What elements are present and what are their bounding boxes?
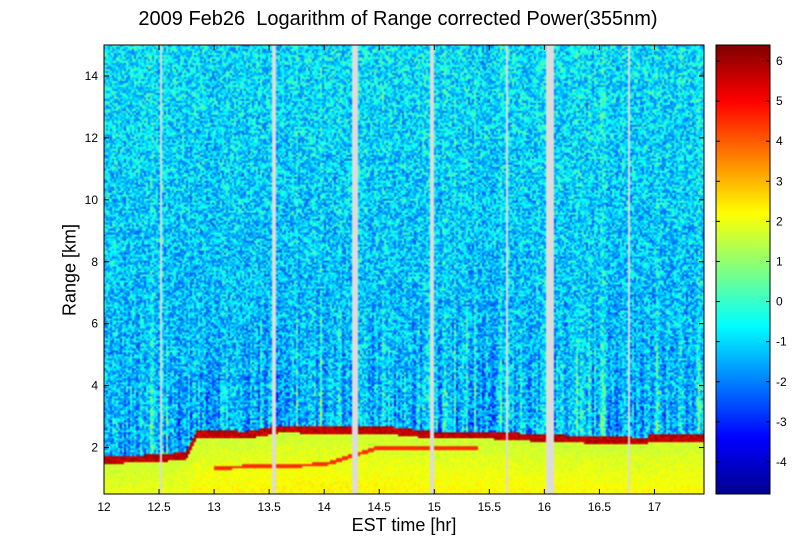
plot-frame [103,44,705,495]
y-tick-label: 2 [91,441,98,455]
y-tick-label: 10 [85,193,99,207]
x-tick-label: 14.5 [368,500,392,514]
colorbar: -4 -3 -2 -1 0 1 2 3 4 5 6 [715,44,787,495]
colorbar-tick-label: 4 [776,134,783,148]
colorbar-tick-label: -2 [776,375,787,389]
colorbar-tick-label: 0 [776,295,783,309]
chart-title: 2009 Feb26 Logarithm of Range corrected … [138,8,658,30]
colorbar-tick-label: 3 [776,174,783,188]
x-tick-label: 15.5 [478,500,502,514]
x-tick-label: 15 [428,500,442,514]
y-tick-label: 6 [91,317,98,331]
y-tick-label: 12 [85,131,99,145]
colorbar-frame [715,44,771,495]
colorbar-tick-label: 2 [776,214,783,228]
x-axis: 12 12.5 13 13.5 14 14.5 15 15.5 16 16.5 17 [97,45,661,514]
y-axis-label: Range [km] [59,223,80,317]
heatmap-image [104,45,704,494]
plot-area [103,44,705,495]
colorbar-tick-label: 6 [776,54,783,68]
y-tick-label: 8 [91,255,98,269]
x-tick-label: 12.5 [147,500,171,514]
x-tick-label: 14 [318,500,332,514]
y-tick-label: 4 [91,379,98,393]
x-tick-label: 17 [648,500,662,514]
x-tick-label: 13.5 [257,500,281,514]
x-axis-label: EST time [hr] [351,515,457,535]
x-tick-label: 16.5 [588,500,612,514]
x-tick-label: 16 [538,500,552,514]
x-tick-label: 12 [97,500,111,514]
colorbar-tick-label: -4 [776,455,787,469]
colorbar-tick-label: -1 [776,335,787,349]
y-tick-label: 14 [85,69,99,83]
x-tick-label: 13 [207,500,221,514]
colorbar-tick-label: 5 [776,94,783,108]
colorbar-tick-label: 1 [776,254,783,268]
colorbar-tick-label: -3 [776,415,787,429]
y-axis: 2 4 6 8 10 12 14 [85,69,704,455]
colorbar-gradient [716,45,770,494]
